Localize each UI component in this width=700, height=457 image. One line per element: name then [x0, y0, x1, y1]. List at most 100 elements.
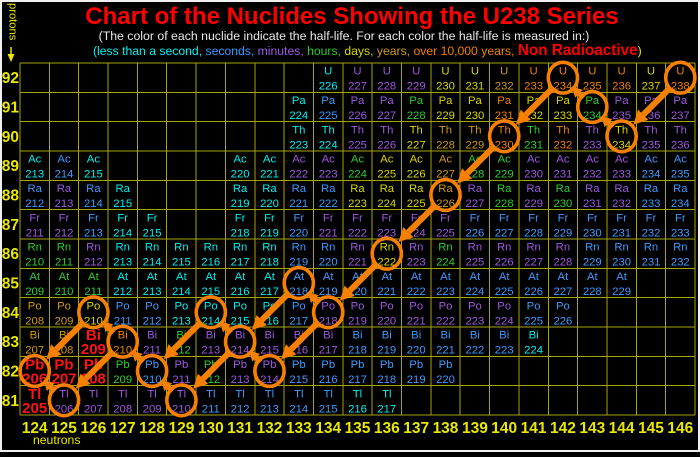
svg-text:At: At — [293, 271, 305, 283]
svg-text:226: 226 — [524, 286, 543, 298]
svg-text:144: 144 — [609, 420, 635, 437]
svg-text:232: 232 — [612, 198, 631, 210]
svg-text:Ra: Ra — [350, 183, 365, 195]
svg-text:U: U — [647, 66, 655, 78]
svg-text:Po: Po — [233, 300, 247, 312]
svg-text:85: 85 — [2, 276, 20, 293]
svg-text:Fr: Fr — [587, 212, 598, 224]
svg-text:230: 230 — [465, 110, 484, 122]
svg-text:Rn: Rn — [409, 242, 423, 254]
svg-text:Tl: Tl — [28, 386, 41, 403]
svg-text:231: 231 — [524, 139, 543, 151]
svg-text:229: 229 — [436, 110, 455, 122]
svg-text:Pa: Pa — [468, 95, 483, 107]
svg-text:Bi: Bi — [440, 330, 450, 342]
svg-text:Po: Po — [556, 300, 570, 312]
svg-text:221: 221 — [289, 198, 308, 210]
svg-text:225: 225 — [495, 286, 514, 298]
svg-text:Tl: Tl — [323, 388, 332, 400]
svg-text:U: U — [441, 66, 449, 78]
svg-text:Rn: Rn — [556, 242, 570, 254]
svg-text:214: 214 — [231, 345, 250, 357]
svg-text:140: 140 — [491, 420, 517, 437]
svg-text:neutrons: neutrons — [33, 433, 80, 447]
svg-text:At: At — [352, 271, 364, 283]
svg-text:Th: Th — [439, 124, 452, 136]
svg-text:Pb: Pb — [292, 359, 306, 371]
svg-text:230: 230 — [553, 198, 572, 210]
svg-text:Ac: Ac — [615, 154, 629, 166]
svg-text:At: At — [264, 271, 276, 283]
svg-text:Ra: Ra — [614, 183, 629, 195]
svg-text:82: 82 — [2, 364, 19, 381]
svg-text:Ac: Ac — [586, 154, 600, 166]
svg-text:Tl: Tl — [382, 388, 391, 400]
svg-text:Po: Po — [292, 300, 306, 312]
svg-text:Tl: Tl — [147, 388, 156, 400]
svg-text:U: U — [530, 66, 538, 78]
svg-text:Fr: Fr — [59, 212, 70, 224]
svg-text:209: 209 — [81, 341, 106, 358]
svg-text:210: 210 — [172, 403, 191, 415]
svg-text:Tl: Tl — [59, 388, 68, 400]
svg-text:235: 235 — [671, 169, 690, 181]
svg-text:214: 214 — [260, 374, 279, 386]
svg-text:Po: Po — [174, 300, 188, 312]
svg-text:Fr: Fr — [646, 212, 657, 224]
svg-text:At: At — [528, 271, 540, 283]
svg-text:Fr: Fr — [352, 212, 363, 224]
svg-text:212: 212 — [84, 257, 103, 269]
svg-text:86: 86 — [2, 246, 20, 263]
svg-text:Po: Po — [439, 300, 453, 312]
svg-text:230: 230 — [583, 227, 602, 239]
svg-text:Po: Po — [57, 300, 71, 312]
svg-text:231: 231 — [465, 81, 484, 93]
svg-text:Ra: Ra — [262, 183, 277, 195]
svg-text:At: At — [147, 271, 159, 283]
svg-text:Fr: Fr — [381, 212, 392, 224]
svg-text:213: 213 — [260, 403, 279, 415]
svg-text:Pa: Pa — [380, 95, 395, 107]
svg-text:Tl: Tl — [294, 388, 303, 400]
svg-text:210: 210 — [84, 315, 103, 327]
svg-text:Th: Th — [292, 124, 305, 136]
svg-text:226: 226 — [495, 257, 514, 269]
svg-text:221: 221 — [319, 227, 338, 239]
svg-text:132: 132 — [257, 420, 283, 437]
svg-text:234: 234 — [553, 81, 572, 93]
svg-text:Ra: Ra — [673, 183, 688, 195]
svg-text:215: 215 — [201, 286, 220, 298]
svg-text:U: U — [618, 66, 626, 78]
svg-text:229: 229 — [524, 198, 543, 210]
svg-text:229: 229 — [495, 169, 514, 181]
svg-text:219: 219 — [377, 345, 396, 357]
svg-text:Ac: Ac — [527, 154, 541, 166]
svg-text:Fr: Fr — [558, 212, 569, 224]
svg-text:Ac: Ac — [674, 154, 688, 166]
svg-text:Rn: Rn — [145, 242, 159, 254]
svg-text:U: U — [559, 66, 567, 78]
svg-text:223: 223 — [377, 227, 396, 239]
svg-text:Fr: Fr — [264, 212, 275, 224]
svg-text:217: 217 — [319, 345, 338, 357]
svg-text:227: 227 — [465, 198, 484, 210]
svg-text:124: 124 — [22, 420, 48, 437]
svg-text:Po: Po — [116, 300, 130, 312]
svg-text:Pb: Pb — [54, 357, 73, 374]
svg-text:127: 127 — [110, 420, 136, 437]
svg-text:219: 219 — [319, 286, 338, 298]
svg-text:Ac: Ac — [644, 154, 658, 166]
svg-text:227: 227 — [348, 81, 367, 93]
svg-text:Ac: Ac — [556, 154, 570, 166]
svg-text:143: 143 — [579, 420, 605, 437]
svg-text:Rn: Rn — [86, 242, 100, 254]
svg-text:At: At — [616, 271, 628, 283]
svg-text:212: 212 — [55, 227, 74, 239]
svg-text:229: 229 — [583, 257, 602, 269]
svg-text:Bi: Bi — [30, 330, 40, 342]
svg-text:Fr: Fr — [117, 212, 128, 224]
svg-text:Bi: Bi — [323, 330, 333, 342]
svg-text:Th: Th — [527, 124, 540, 136]
svg-text:215: 215 — [231, 315, 250, 327]
svg-text:Rn: Rn — [292, 242, 306, 254]
